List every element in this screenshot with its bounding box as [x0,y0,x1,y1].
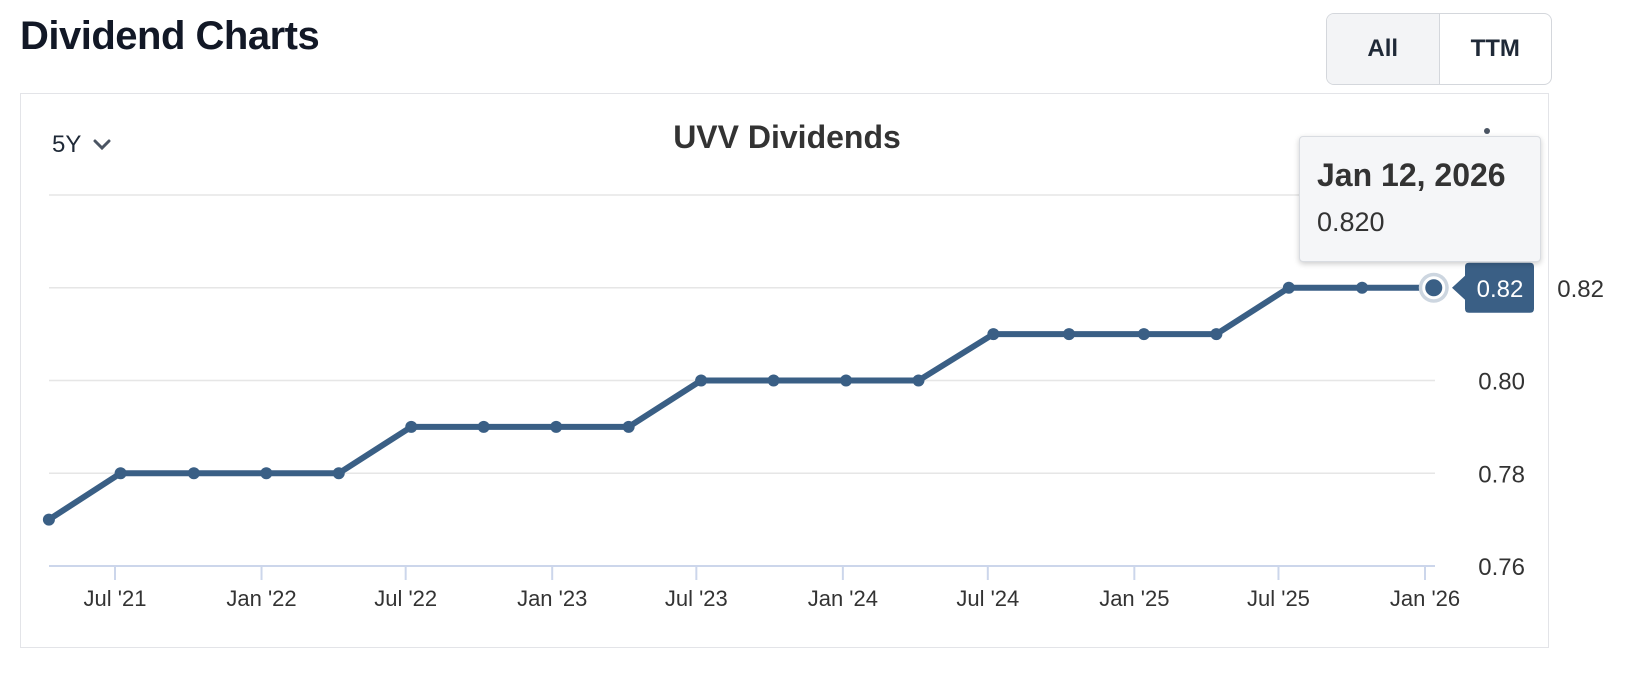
period-toggle: All TTM [1326,13,1552,85]
series-line [47,284,1434,523]
data-point-active [1422,276,1446,300]
last-value-label: 0.82 [1477,276,1524,303]
data-point [1282,281,1295,294]
data-point [987,328,1000,341]
chart-tooltip: Jan 12, 2026 0.820 [1299,136,1541,262]
x-tick-label: Jul '25 [1247,586,1310,611]
range-select[interactable]: 5Y [52,131,111,159]
y-tick-label: 0.80 [1478,369,1525,396]
range-value: 5Y [52,131,82,158]
x-tick-label: Jan '24 [808,586,878,611]
data-point [405,420,418,433]
data-point [114,467,127,480]
data-point [187,467,200,480]
toggle-all-button[interactable]: All [1327,14,1440,84]
data-point [477,420,490,433]
data-point [1063,328,1076,341]
data-point [332,467,345,480]
x-tick-label: Jan '23 [517,586,587,611]
x-tick-label: Jul '24 [956,586,1019,611]
y-tick-label: 0.78 [1478,461,1525,488]
x-tick-label: Jul '21 [84,586,147,611]
data-point [550,420,563,433]
data-point [42,513,55,526]
data-point [840,374,853,387]
x-tick-label: Jul '23 [665,586,728,611]
data-point [1137,328,1150,341]
data-point [622,420,635,433]
last-value-badge [1452,262,1534,313]
chevron-down-icon [93,139,111,151]
x-tick-label: Jan '25 [1099,586,1169,611]
chart-title: UVV Dividends [673,119,901,155]
tooltip-date: Jan 12, 2026 [1317,157,1506,193]
data-point [1356,281,1369,294]
data-point [260,467,273,480]
toggle-ttm-button[interactable]: TTM [1470,35,1520,62]
y-tick-label: 0.82 [1557,276,1604,303]
chart-card [20,93,1549,648]
data-point [695,374,708,387]
x-tick-label: Jan '22 [226,586,296,611]
tooltip-value: 0.820 [1317,207,1385,237]
page-title: Dividend Charts [20,14,320,58]
y-tick-label: 0.76 [1478,554,1525,581]
data-point [912,374,925,387]
data-point [767,374,780,387]
data-point [1210,328,1223,341]
x-tick-label: Jan '26 [1390,586,1460,611]
x-tick-label: Jul '22 [374,586,437,611]
